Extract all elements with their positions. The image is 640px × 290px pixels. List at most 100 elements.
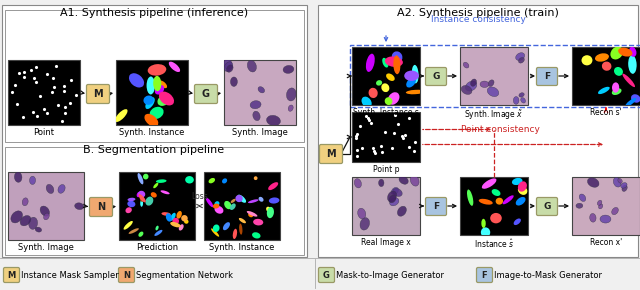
Ellipse shape [589, 213, 596, 222]
FancyBboxPatch shape [119, 172, 195, 240]
Ellipse shape [20, 215, 31, 226]
Ellipse shape [224, 62, 233, 71]
Ellipse shape [22, 198, 28, 206]
Ellipse shape [266, 207, 271, 213]
Ellipse shape [461, 86, 472, 95]
Text: Synth. Instance s: Synth. Instance s [353, 108, 419, 117]
Text: Loss: Loss [191, 192, 208, 201]
Ellipse shape [154, 230, 163, 236]
Text: Synth. Instance: Synth. Instance [209, 243, 275, 252]
Text: Synth. Image: Synth. Image [18, 243, 74, 252]
Ellipse shape [253, 111, 260, 121]
Ellipse shape [150, 107, 164, 119]
Ellipse shape [611, 46, 623, 59]
Ellipse shape [518, 57, 524, 63]
Text: Point: Point [33, 128, 54, 137]
Ellipse shape [170, 222, 180, 227]
Ellipse shape [140, 195, 144, 202]
Ellipse shape [393, 188, 402, 196]
Ellipse shape [156, 179, 166, 183]
Ellipse shape [399, 176, 408, 184]
FancyBboxPatch shape [8, 60, 80, 125]
FancyBboxPatch shape [319, 267, 335, 282]
Ellipse shape [598, 87, 610, 94]
FancyBboxPatch shape [3, 267, 19, 282]
Ellipse shape [595, 53, 609, 62]
Ellipse shape [224, 201, 232, 209]
FancyBboxPatch shape [460, 177, 528, 235]
Ellipse shape [412, 65, 419, 83]
Text: Instance consistency: Instance consistency [431, 15, 525, 24]
Ellipse shape [138, 173, 143, 184]
Text: F: F [433, 202, 439, 211]
Text: Synth. Image $\tilde{x}$: Synth. Image $\tilde{x}$ [464, 108, 524, 122]
FancyBboxPatch shape [572, 47, 640, 105]
Ellipse shape [214, 201, 220, 206]
Ellipse shape [490, 213, 502, 223]
Text: Synth. Instance: Synth. Instance [119, 128, 185, 137]
Ellipse shape [253, 219, 263, 225]
Ellipse shape [250, 101, 261, 109]
Ellipse shape [388, 92, 399, 105]
Ellipse shape [502, 195, 514, 204]
Text: Segmentation Network: Segmentation Network [136, 271, 233, 280]
FancyBboxPatch shape [352, 112, 420, 162]
FancyBboxPatch shape [572, 177, 640, 235]
Ellipse shape [236, 195, 243, 202]
Text: A2. Synthesis pipeline (train): A2. Synthesis pipeline (train) [397, 8, 559, 18]
Ellipse shape [467, 189, 474, 206]
Ellipse shape [518, 186, 527, 195]
FancyBboxPatch shape [8, 172, 84, 240]
Ellipse shape [230, 77, 237, 86]
Ellipse shape [406, 77, 416, 88]
FancyBboxPatch shape [318, 5, 638, 257]
Text: F: F [482, 271, 487, 280]
Ellipse shape [140, 200, 143, 207]
Ellipse shape [143, 95, 154, 105]
FancyBboxPatch shape [319, 144, 342, 164]
Text: Prediction: Prediction [136, 243, 178, 252]
Ellipse shape [622, 185, 627, 191]
Text: B. Segmentation pipeline: B. Segmentation pipeline [83, 145, 225, 155]
Ellipse shape [369, 88, 378, 98]
Ellipse shape [404, 70, 419, 81]
Ellipse shape [179, 224, 184, 231]
Ellipse shape [366, 54, 375, 72]
Ellipse shape [227, 65, 233, 72]
Text: Real Image x: Real Image x [361, 238, 411, 247]
Ellipse shape [287, 88, 296, 101]
Ellipse shape [239, 218, 246, 223]
Ellipse shape [360, 218, 369, 230]
FancyBboxPatch shape [536, 197, 557, 215]
Ellipse shape [222, 178, 227, 184]
Ellipse shape [161, 212, 171, 216]
FancyBboxPatch shape [477, 267, 493, 282]
Ellipse shape [481, 227, 490, 238]
Ellipse shape [185, 176, 194, 184]
Ellipse shape [258, 87, 264, 93]
Ellipse shape [206, 198, 213, 207]
Ellipse shape [35, 227, 42, 232]
Ellipse shape [138, 231, 143, 237]
Ellipse shape [388, 191, 397, 202]
Ellipse shape [239, 224, 243, 235]
Ellipse shape [252, 232, 260, 238]
Ellipse shape [161, 190, 170, 194]
Ellipse shape [138, 194, 146, 202]
FancyBboxPatch shape [224, 60, 296, 125]
Ellipse shape [390, 198, 399, 206]
Ellipse shape [362, 97, 372, 108]
Text: Recon x': Recon x' [590, 238, 622, 247]
Text: M: M [326, 149, 336, 159]
Ellipse shape [148, 64, 166, 76]
Ellipse shape [159, 80, 167, 88]
Ellipse shape [127, 201, 136, 207]
Ellipse shape [127, 198, 136, 201]
Ellipse shape [600, 215, 611, 223]
Ellipse shape [598, 204, 603, 209]
Ellipse shape [597, 200, 602, 205]
Ellipse shape [247, 211, 257, 217]
Ellipse shape [582, 55, 593, 65]
Ellipse shape [521, 97, 525, 103]
Ellipse shape [516, 53, 525, 60]
